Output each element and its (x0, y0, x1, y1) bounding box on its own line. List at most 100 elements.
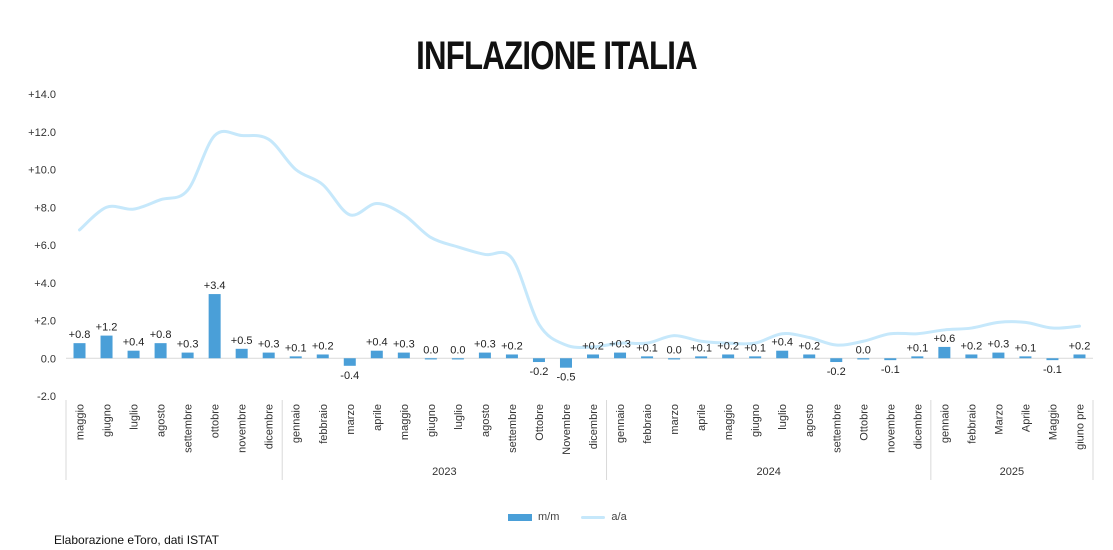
bar-data-label: +0.3 (988, 339, 1010, 351)
x-tick-label: Novembre (561, 404, 573, 455)
x-tick-label: gennaio (291, 404, 303, 443)
x-tick-label: luglio (453, 404, 465, 430)
bar-data-label: +0.2 (1069, 340, 1091, 352)
bar-data-label: 0.0 (450, 344, 465, 356)
x-tick-label: giugno (102, 404, 114, 437)
bar-series (73, 294, 1086, 368)
bar-mm (587, 354, 600, 359)
bar-mm (641, 356, 654, 359)
y-tick-label: +2.0 (34, 316, 56, 328)
x-tick-label: ottobre (210, 404, 222, 438)
legend-swatch-bar (508, 513, 532, 521)
x-tick-label: gennaio (615, 404, 627, 443)
bar-data-label: -0.5 (557, 372, 576, 384)
y-tick-label: +4.0 (34, 278, 56, 290)
year-group-label: 2024 (756, 466, 780, 478)
bar-mm (1046, 358, 1059, 361)
x-tick-label: Maggio (1047, 404, 1059, 440)
bar-data-label: +0.1 (636, 342, 658, 354)
bar-mm (397, 352, 410, 359)
bar-mm (181, 352, 194, 359)
bar-data-label: +0.2 (961, 340, 983, 352)
bar-data-label: +0.4 (366, 337, 388, 349)
x-tick-label: Marzo (993, 404, 1005, 435)
bar-mm (451, 358, 464, 360)
bar-mm (965, 354, 978, 359)
bar-mm (73, 343, 86, 359)
x-tick-label: novembre (885, 404, 897, 453)
bar-mm (316, 354, 329, 359)
x-tick-label: gennaio (939, 404, 951, 443)
bar-mm (289, 356, 302, 359)
bar-data-label: +3.4 (204, 280, 226, 292)
bar-data-label: +0.3 (609, 339, 631, 351)
bar-mm (343, 358, 356, 366)
x-tick-label: settembre (831, 404, 843, 453)
bar-mm (154, 343, 167, 359)
bar-mm (505, 354, 518, 359)
bar-data-label: +0.1 (1015, 342, 1037, 354)
bar-data-label: +0.2 (717, 340, 739, 352)
bar-data-label: +0.5 (231, 335, 253, 347)
bar-mm (857, 358, 870, 360)
line-series (78, 129, 1081, 350)
x-tick-label: febbraio (966, 404, 978, 444)
y-tick-label: +10.0 (28, 165, 56, 177)
y-tick-label: 0.0 (41, 353, 56, 365)
bar-data-label: -0.2 (827, 366, 846, 378)
x-tick-label: settembre (507, 404, 519, 453)
x-axis: maggio giugno luglio agosto settembre ottobre… (65, 400, 1094, 480)
bar-mm (370, 350, 383, 359)
legend-label-aa: a/a (611, 511, 627, 523)
bar-mm (478, 352, 491, 359)
bar-data-label: +0.4 (771, 337, 793, 349)
year-group-label: 2025 (1000, 466, 1024, 478)
x-tick-label: giugno (426, 404, 438, 437)
bar-mm (614, 352, 627, 359)
y-tick-label: +12.0 (28, 127, 56, 139)
bar-data-label: +0.3 (393, 339, 415, 351)
x-tick-label: marzo (669, 404, 681, 435)
x-tick-label: giugno (750, 404, 762, 437)
bar-data-label: 0.0 (666, 344, 681, 356)
bar-mm (208, 294, 221, 359)
bar-data-label: 0.0 (856, 344, 871, 356)
bar-data-label: +0.3 (177, 339, 199, 351)
x-tick-label: maggio (399, 404, 411, 440)
bar-mm (695, 356, 708, 359)
bar-data-label: +0.1 (744, 342, 766, 354)
bar-mm (424, 358, 437, 360)
bar-mm (776, 350, 789, 359)
legend-swatch-line (581, 515, 606, 519)
year-group-label: 2023 (432, 466, 456, 478)
bar-data-label: +0.2 (501, 340, 523, 352)
bar-mm (830, 358, 843, 363)
bar-mm (127, 350, 140, 359)
x-tick-label: dicembre (588, 404, 600, 449)
bar-mm (749, 356, 762, 359)
chart-title: INFLAZIONE ITALIA (416, 34, 698, 78)
x-tick-label: agosto (804, 404, 816, 437)
bar-mm (235, 348, 248, 359)
bar-data-label: +0.6 (933, 333, 955, 345)
x-tick-label: settembre (183, 404, 195, 453)
bar-data-label: +0.2 (798, 340, 820, 352)
bar-data-label: 0.0 (423, 344, 438, 356)
bar-mm (668, 358, 681, 360)
bar-data-label: +0.8 (69, 329, 91, 341)
bar-data-label: +0.3 (258, 339, 280, 351)
bar-data-label: +0.2 (582, 340, 604, 352)
x-tick-label: dicembre (912, 404, 924, 449)
bar-mm (559, 358, 572, 368)
x-tick-label: agosto (480, 404, 492, 437)
x-tick-label: marzo (345, 404, 357, 435)
bar-data-label: -0.1 (881, 364, 900, 376)
bar-mm (532, 358, 545, 363)
bar-data-label: +0.4 (123, 337, 145, 349)
x-tick-label: aprile (372, 404, 384, 431)
bar-mm (100, 335, 113, 359)
y-tick-label: +14.0 (28, 89, 56, 101)
x-tick-label: maggio (723, 404, 735, 440)
bar-data-label: +0.1 (285, 342, 307, 354)
